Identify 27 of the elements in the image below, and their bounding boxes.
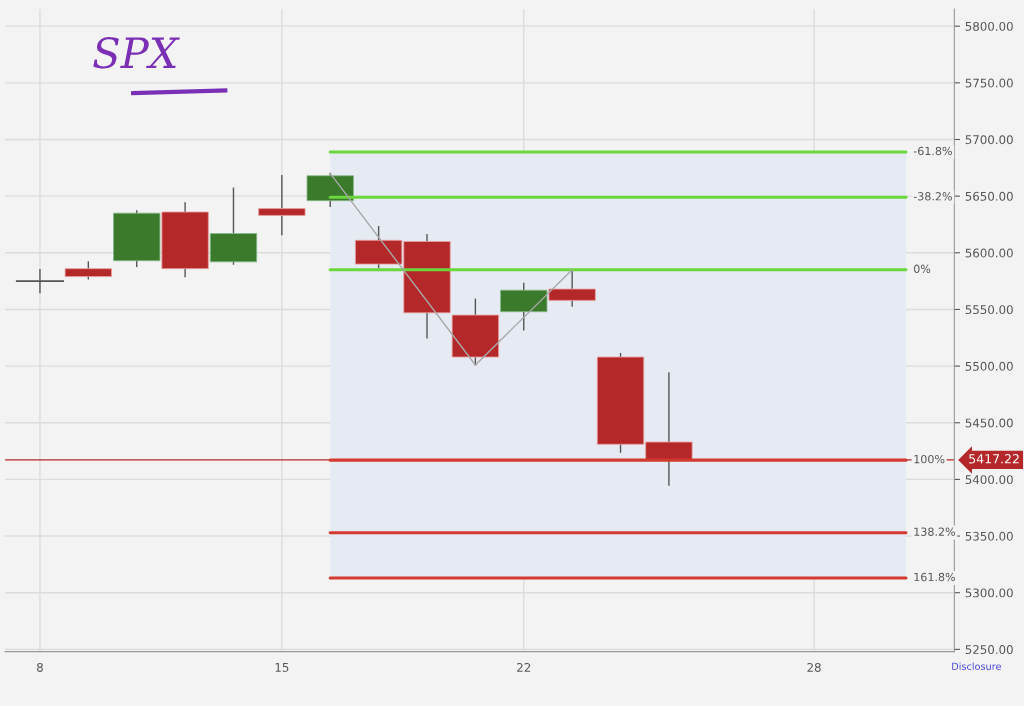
x-tick-label: 28 — [807, 662, 821, 672]
y-tick-label: 5700.00 — [965, 135, 1013, 145]
candlestick — [258, 175, 306, 236]
annotation: -61.8% — [913, 146, 952, 156]
candlestick — [15, 269, 65, 294]
annotation: 0% — [913, 264, 931, 274]
x-tick-label: 15 — [275, 663, 289, 672]
y-tick-label: 5500.00 — [965, 361, 1013, 371]
text: SPX — [93, 37, 180, 69]
y-tick-label: 5550.00 — [965, 305, 1013, 315]
y-tick-label: 5750.00 — [965, 78, 1013, 88]
text: Disclosure — [952, 662, 1001, 670]
x-tick-label: 22 — [517, 662, 531, 672]
y-tick-label: 5450.00 — [965, 418, 1013, 428]
annotation: 161.8% — [914, 572, 955, 582]
y-tick-label: 5400.00 — [965, 475, 1013, 485]
x-tick-label: 8 — [37, 662, 43, 672]
y-tick-label: 5250.00 — [965, 645, 1013, 655]
y-tick-label: 5800.00 — [965, 21, 1013, 31]
annotation: 138.2% — [914, 527, 955, 536]
y-tick-label: 5300.00 — [965, 588, 1013, 598]
y-tick-label: 5350.00 — [965, 531, 1013, 541]
y-tick-label: 5600.00 — [965, 248, 1013, 258]
annotation: 100% — [914, 454, 945, 464]
annotation: -38.2% — [913, 192, 952, 201]
ref-line-label: 5417.22 — [969, 454, 1019, 464]
y-tick-label: 5650.00 — [965, 191, 1013, 201]
